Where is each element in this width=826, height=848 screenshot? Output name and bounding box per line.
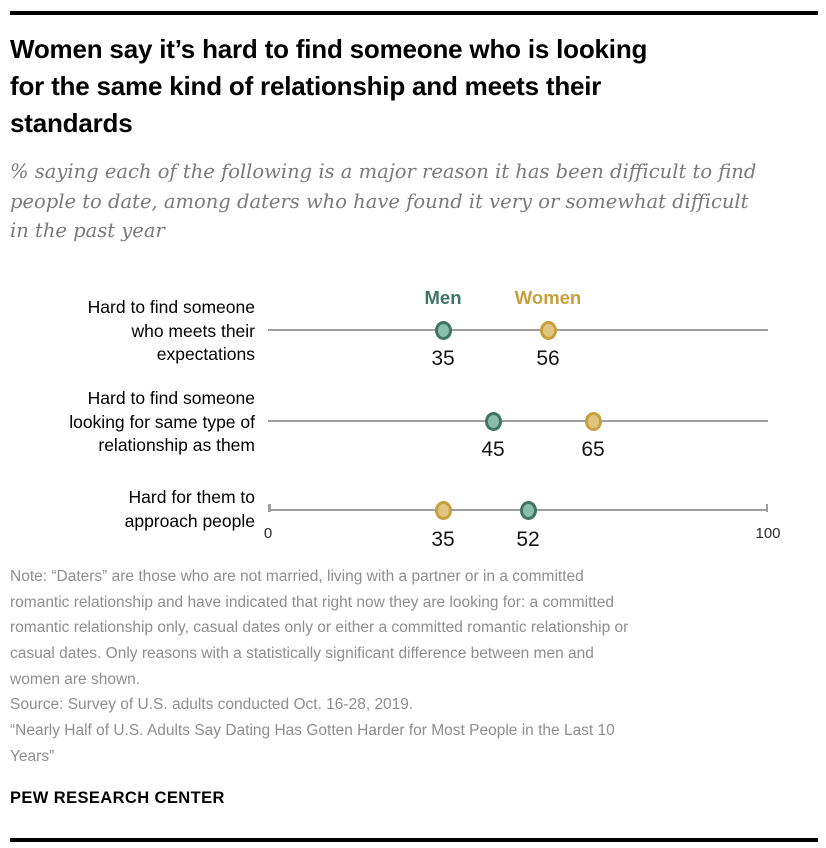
row-axis-line (268, 508, 768, 512)
row-axis-line (268, 328, 768, 332)
men-dot (434, 320, 452, 340)
row-axis-line (268, 419, 768, 423)
axis-tick-max (765, 503, 768, 512)
legend-women: Women (514, 287, 582, 308)
note-text: Note: “Daters” are those who are not mar… (10, 568, 629, 688)
chart-title: Women say it’s hard to find someone who … (10, 34, 648, 138)
men-value-label: 52 (516, 528, 540, 551)
legend-men: Men (424, 287, 462, 308)
women-dot (434, 500, 452, 520)
women-dot (539, 320, 557, 340)
axis-min-label: 0 (263, 525, 273, 542)
men-dot (484, 411, 502, 431)
women-dot (584, 411, 602, 431)
dot-plot: Men Women Hard to find someone who meets… (0, 283, 826, 563)
women-value-label: 65 (581, 438, 605, 461)
row-category-label: Hard to find someone looking for same ty… (69, 388, 255, 455)
row-category-label: Hard for them to approach people (124, 487, 255, 531)
axis-max-label: 100 (755, 525, 781, 542)
axis-tick-min (268, 503, 271, 512)
top-rule (10, 11, 818, 15)
women-value-label: 56 (536, 347, 560, 370)
men-value-label: 35 (431, 347, 455, 370)
women-value-label: 35 (431, 528, 455, 551)
pew-research-center-wordmark: PEW RESEARCH CENTER (10, 789, 225, 807)
men-dot (519, 500, 537, 520)
row-category-label: Hard to find someone who meets their exp… (87, 297, 255, 364)
bottom-rule (10, 838, 818, 842)
source-text: Source: Survey of U.S. adults conducted … (10, 696, 414, 713)
report-title-text: “Nearly Half of U.S. Adults Say Dating H… (10, 722, 615, 765)
men-value-label: 45 (481, 438, 505, 461)
chart-subtitle: % saying each of the following is a majo… (10, 160, 757, 242)
